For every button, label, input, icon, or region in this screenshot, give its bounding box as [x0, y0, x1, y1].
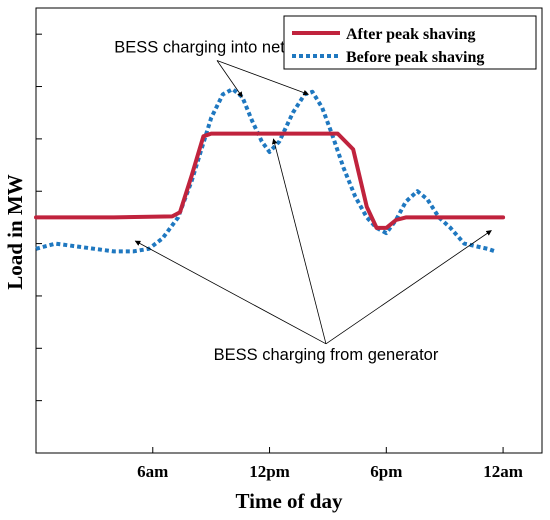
- annotation-1-arrow-1: [271, 138, 327, 344]
- y-axis-title: Load in MW: [3, 174, 27, 290]
- annotation-1: BESS charging from generator: [214, 346, 439, 364]
- legend-label-after: After peak shaving: [346, 26, 476, 43]
- legend: After peak shaving Before peak shaving: [283, 15, 537, 70]
- x-axis-title: Time of day: [236, 489, 343, 513]
- x-tick-label-2: 6pm: [370, 462, 402, 481]
- annotation-0-arrow-1: [216, 60, 309, 96]
- annotation-1-arrow-0: [134, 240, 327, 345]
- x-tick-label-0: 6am: [137, 462, 168, 481]
- annotation-0-arrow-0: [216, 60, 243, 98]
- series-line-before: [35, 87, 496, 254]
- x-tick-label-1: 12pm: [249, 462, 290, 481]
- legend-box: [283, 15, 537, 70]
- series-line-after: [34, 131, 506, 230]
- x-tick-label-3: 12am: [483, 462, 523, 481]
- annotation-1-arrow-2: [325, 230, 492, 345]
- annotation-0: BESS charging into network: [114, 39, 320, 57]
- plot-area: [35, 7, 543, 454]
- legend-label-before: Before peak shaving: [346, 49, 484, 66]
